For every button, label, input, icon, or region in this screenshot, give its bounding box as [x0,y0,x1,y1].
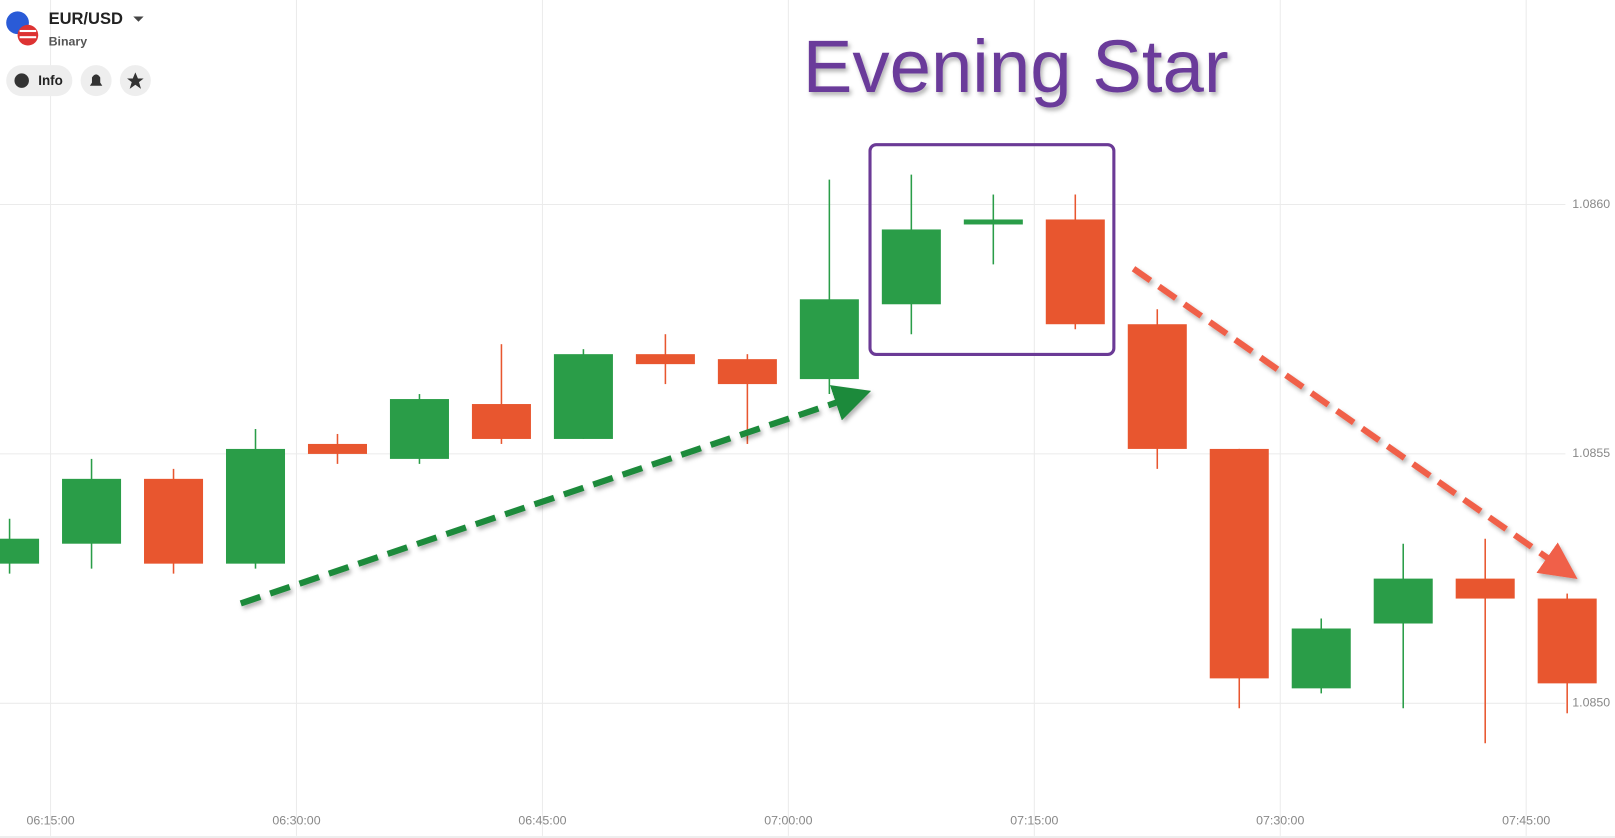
dropdown-caret[interactable] [133,16,144,22]
candle-body [1455,578,1515,599]
candle-body [1127,324,1187,449]
candle-body [799,299,859,380]
mode: Binary [49,35,88,49]
info-button[interactable] [6,65,73,97]
candle-body [225,448,286,564]
pattern-title: Evening Star [803,25,1229,108]
bell-icon [89,74,103,86]
y-tick-label: 1.0860 [1572,197,1610,211]
candle-body [1291,628,1351,689]
candle-body [389,399,449,459]
candle-body [635,354,695,365]
header: EUR/USD Binary Info [6,9,151,97]
candles [0,174,1597,744]
info-icon [14,73,29,88]
y-tick-label: 1.0855 [1572,446,1610,460]
x-tick-label: 06:45:00 [518,814,566,828]
x-tick-label: 07:30:00 [1256,814,1304,828]
star-icon [127,72,144,89]
candle-body [471,404,531,439]
candle-body [0,538,40,564]
x-tick-label: 07:00:00 [764,814,812,828]
flag-stripe [19,29,37,33]
us-flag [17,24,39,46]
x-tick-label: 06:30:00 [272,814,320,828]
candle-body [1045,219,1105,325]
candle-body [307,443,367,454]
candle-body [62,478,122,544]
y-tick-label: 1.0850 [1572,696,1610,710]
candle-body [881,229,941,305]
candle-body [1373,578,1433,624]
flag-stripe [19,36,37,39]
pattern-box [868,143,1116,356]
candle-body [1537,598,1597,684]
x-tick-label: 06:15:00 [26,814,74,828]
candle-body [144,478,204,564]
x-tick-label: 07:45:00 [1502,814,1550,828]
candle-body [553,354,613,439]
uptrend-arrow [239,385,872,607]
downtrend-arrow [1131,266,1578,579]
candle-body [1209,448,1269,679]
symbol[interactable]: EUR/USD [49,9,123,28]
candle-body [963,219,1023,225]
candle-body [717,359,777,385]
info-label[interactable]: Info [38,73,63,88]
x-tick-label: 07:15:00 [1010,814,1058,828]
